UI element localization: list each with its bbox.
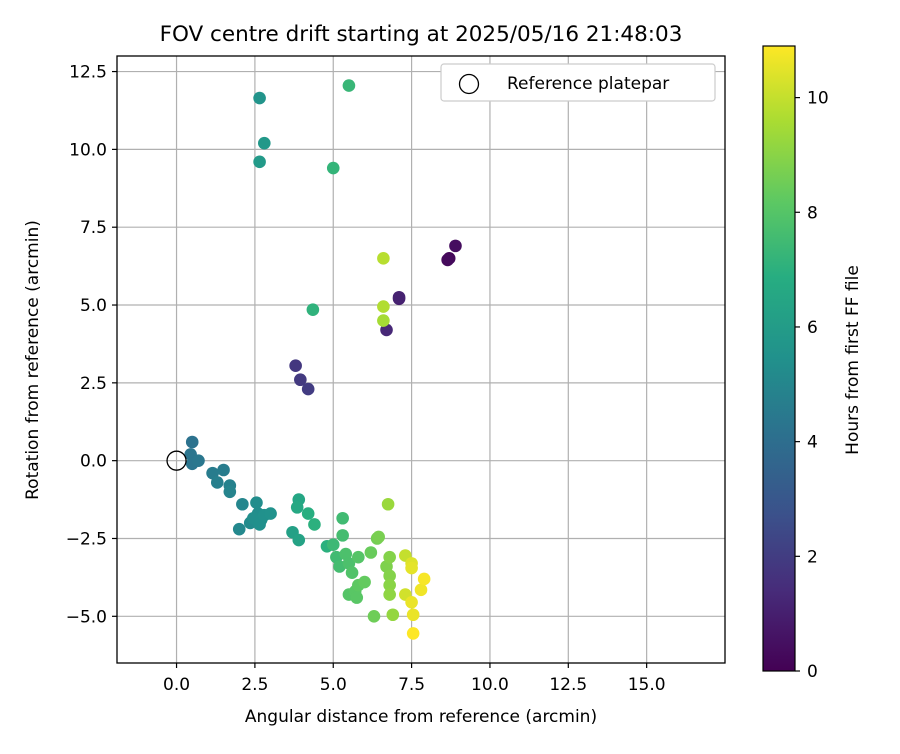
data-point bbox=[257, 136, 271, 150]
data-point bbox=[383, 578, 396, 592]
x-axis-label: Angular distance from reference (arcmin) bbox=[245, 707, 597, 727]
colorbar-ticks: 0 2 4 6 8 10 bbox=[795, 89, 829, 682]
data-point bbox=[250, 496, 263, 509]
data-points bbox=[184, 79, 462, 640]
data-point bbox=[383, 588, 396, 601]
y-axis-label: Rotation from reference (arcmin) bbox=[23, 220, 43, 500]
data-point bbox=[292, 533, 306, 547]
data-point bbox=[253, 518, 266, 531]
data-point bbox=[206, 466, 219, 480]
colorbar-label: Hours from first FF file bbox=[843, 265, 863, 455]
data-point bbox=[364, 546, 378, 559]
data-point bbox=[192, 454, 205, 467]
data-point bbox=[210, 476, 224, 489]
chart-title: FOV centre drift starting at 2025/05/16 … bbox=[160, 22, 683, 47]
data-point bbox=[372, 530, 385, 544]
data-point bbox=[290, 501, 304, 514]
y-tick-label: 5.0 bbox=[80, 296, 107, 316]
y-tick-label: −2.5 bbox=[66, 529, 107, 549]
data-point bbox=[232, 522, 246, 536]
data-point bbox=[383, 569, 396, 583]
data-point bbox=[264, 507, 277, 520]
y-tick-label: 12.5 bbox=[69, 63, 107, 83]
data-point bbox=[377, 314, 390, 327]
data-point bbox=[306, 303, 320, 316]
data-point bbox=[383, 550, 396, 564]
data-point bbox=[367, 610, 381, 623]
data-point bbox=[294, 373, 307, 387]
data-point bbox=[449, 239, 462, 253]
data-point bbox=[406, 608, 420, 622]
data-point bbox=[326, 161, 340, 175]
data-point bbox=[336, 529, 349, 542]
data-point bbox=[301, 507, 315, 520]
grid-lines bbox=[117, 56, 725, 663]
plot-frame bbox=[116, 55, 726, 664]
data-point bbox=[358, 575, 371, 589]
data-point bbox=[236, 497, 249, 511]
data-point bbox=[342, 79, 356, 92]
data-point bbox=[352, 550, 365, 564]
data-point bbox=[414, 583, 428, 597]
data-point bbox=[350, 591, 364, 604]
data-point bbox=[336, 511, 349, 525]
data-point bbox=[217, 463, 230, 477]
x-tick-label: 15.0 bbox=[628, 675, 666, 695]
data-point bbox=[185, 435, 199, 449]
colorbar-tick-label: 2 bbox=[807, 547, 818, 567]
data-point bbox=[308, 518, 321, 531]
x-tick-label: 12.5 bbox=[549, 675, 587, 695]
colorbar-tick-label: 10 bbox=[807, 89, 829, 109]
y-tick-label: 10.0 bbox=[69, 140, 107, 160]
legend-box bbox=[440, 63, 716, 102]
y-tick-label: −5.0 bbox=[66, 607, 107, 627]
data-point bbox=[386, 608, 400, 622]
data-point bbox=[223, 485, 237, 499]
data-point bbox=[381, 497, 395, 511]
x-axis-ticks: 0.0 2.5 5.0 7.5 10.0 12.5 15.0 bbox=[163, 663, 666, 695]
colorbar-tick-label: 8 bbox=[807, 203, 818, 223]
data-point bbox=[377, 300, 390, 313]
y-tick-label: 0.0 bbox=[80, 452, 107, 472]
data-point bbox=[377, 252, 390, 265]
colorbar-tick-label: 4 bbox=[807, 433, 818, 453]
x-tick-label: 5.0 bbox=[320, 675, 347, 695]
data-point bbox=[301, 382, 315, 396]
colorbar-tick-label: 6 bbox=[807, 318, 818, 338]
data-point bbox=[392, 290, 406, 304]
data-point bbox=[441, 253, 454, 267]
x-tick-label: 2.5 bbox=[241, 675, 268, 695]
legend-label: Reference platepar bbox=[507, 74, 669, 94]
y-tick-label: 2.5 bbox=[80, 374, 107, 394]
colorbar-tick-label: 0 bbox=[807, 662, 818, 682]
colorbar bbox=[762, 45, 796, 672]
data-point bbox=[417, 572, 431, 586]
data-point bbox=[405, 596, 418, 609]
data-point bbox=[253, 155, 266, 169]
legend-marker-open-circle bbox=[458, 73, 480, 95]
data-point bbox=[289, 359, 302, 373]
y-axis-ticks: −5.0 −2.5 0.0 2.5 5.0 7.5 10.0 12.5 bbox=[66, 63, 117, 627]
x-tick-label: 0.0 bbox=[163, 675, 190, 695]
data-point bbox=[345, 566, 359, 580]
data-point bbox=[326, 538, 340, 552]
x-tick-label: 7.5 bbox=[398, 675, 425, 695]
x-tick-label: 10.0 bbox=[471, 675, 509, 695]
y-tick-label: 7.5 bbox=[80, 218, 107, 238]
legend: Reference platepar bbox=[440, 63, 716, 102]
data-point bbox=[253, 91, 266, 105]
reference-platepar-marker bbox=[166, 450, 187, 471]
data-point bbox=[405, 561, 418, 575]
data-point bbox=[406, 627, 420, 640]
